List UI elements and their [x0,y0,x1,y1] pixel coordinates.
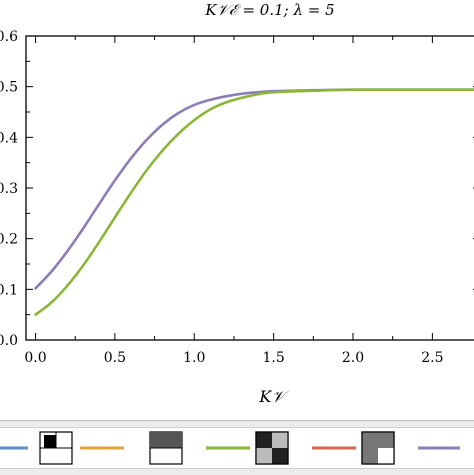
legend-swatch-top-half-dark-gray [149,431,183,465]
legend-swatch-three-quarter-gray [361,431,395,465]
swatch-cell [150,432,182,448]
line-chart: K𝒱ℰ = 0.1; λ = 5 0.0 0.5 1.0 1.5 2.0 2.5 0.00… [0,1,474,406]
plot-frame [25,35,474,341]
x-tick-label: 1.5 [263,350,285,366]
swatch-cell [272,448,288,464]
series-layer [34,88,474,316]
series-line-2 [34,88,474,316]
x-tick-label: 0.0 [24,350,46,366]
legend-entries [0,431,460,465]
legend-swatch-checker-black-gray [255,431,289,465]
swatch-cell [44,435,56,448]
swatch-cell [272,432,288,448]
x-axis-label: K𝒱 [258,387,290,406]
y-tick-label: 0.2 [0,232,18,248]
series-line-1 [34,88,474,290]
swatch-cell [256,448,272,464]
x-tick-label: 2.0 [342,350,364,366]
legend-strip [0,427,474,469]
swatch-frame-outline [255,431,289,465]
y-tick-label: 0.1 [0,282,18,298]
swatch-cell [378,448,394,464]
chart-title: K𝒱ℰ = 0.1; λ = 5 [204,1,334,19]
legend-swatch-quad-top-left-black [39,431,73,465]
y-tick-label: 0.4 [0,130,18,146]
y-tick-label: 0.0 [0,333,18,349]
legend-panel [0,420,474,475]
swatch-frame-outline [361,431,395,465]
y-tick-label: 0.6 [0,29,18,45]
y-tick-label: 0.3 [0,181,18,197]
x-tick-label: 0.5 [104,350,126,366]
swatch-cell [256,432,272,448]
y-axis-ticks: 0.0 0.1 0.2 0.3 0.4 0.5 0.6 [0,29,474,349]
x-tick-label: 2.5 [421,350,443,366]
x-axis-ticks: 0.0 0.5 1.0 1.5 2.0 2.5 [24,36,444,366]
y-tick-label: 0.5 [0,80,18,96]
x-tick-label: 1.0 [183,350,205,366]
